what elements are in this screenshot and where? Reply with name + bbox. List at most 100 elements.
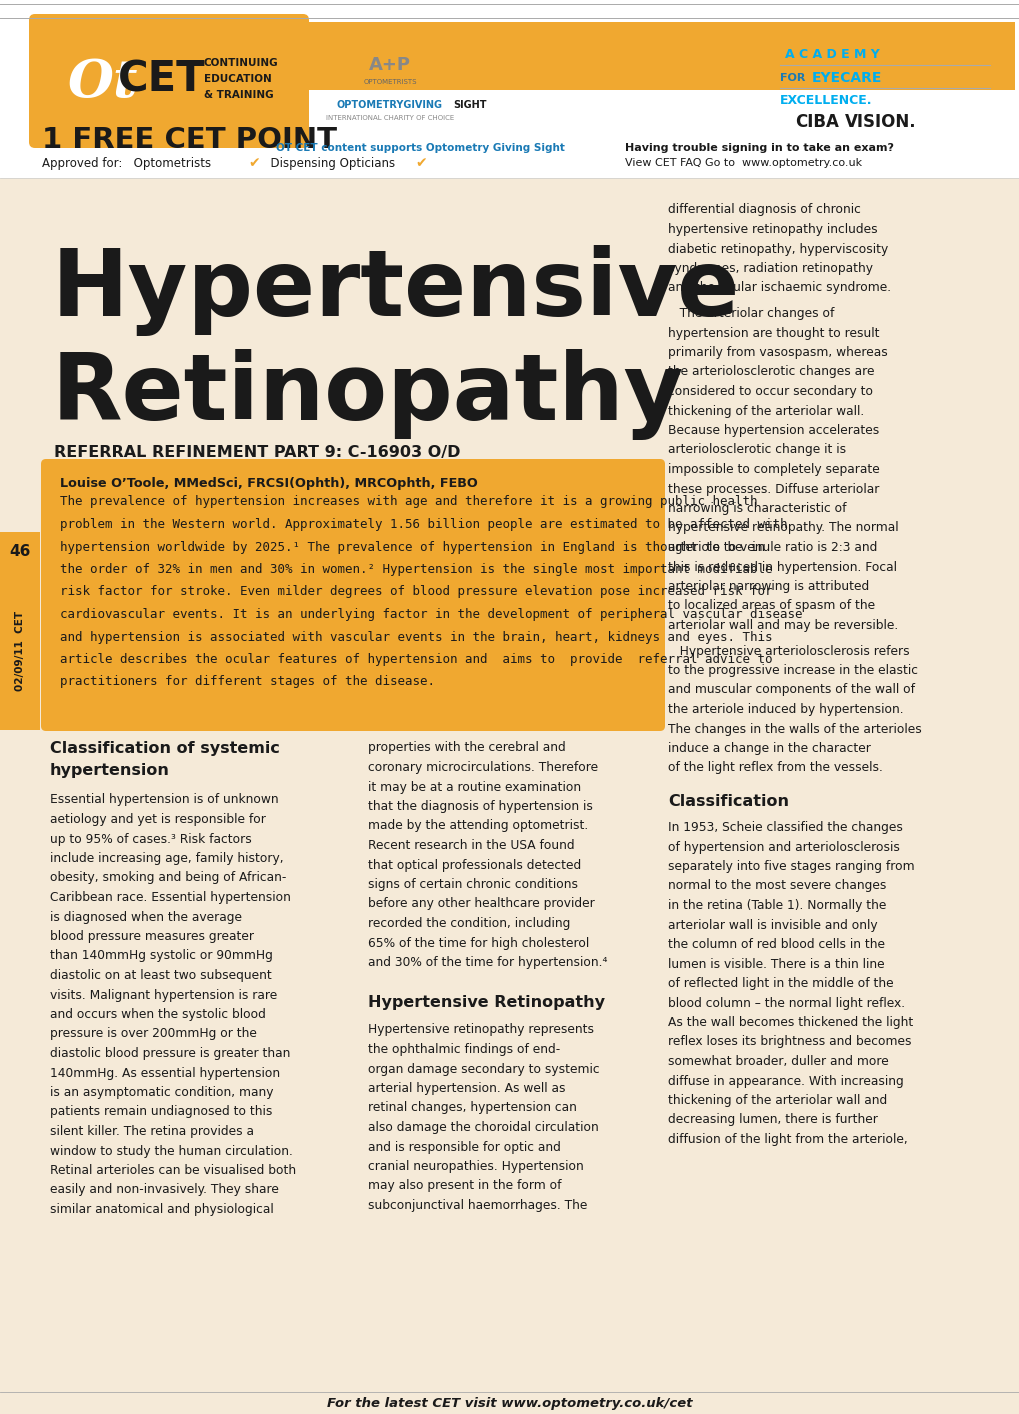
Text: Hypertensive: Hypertensive [52, 245, 740, 335]
Text: visits. Malignant hypertension is rare: visits. Malignant hypertension is rare [50, 988, 277, 1001]
Text: blood pressure measures greater: blood pressure measures greater [50, 930, 254, 943]
Text: before any other healthcare provider: before any other healthcare provider [368, 898, 594, 911]
Text: and muscular components of the wall of: and muscular components of the wall of [667, 683, 914, 697]
Text: A C A D E M Y: A C A D E M Y [785, 48, 878, 61]
Text: coronary microcirculations. Therefore: coronary microcirculations. Therefore [368, 761, 597, 773]
Text: obesity, smoking and being of African-: obesity, smoking and being of African- [50, 871, 286, 885]
Text: Having trouble signing in to take an exam?: Having trouble signing in to take an exa… [625, 143, 893, 153]
Text: subconjunctival haemorrhages. The: subconjunctival haemorrhages. The [368, 1199, 587, 1212]
Text: and hypertension is associated with vascular events in the brain, heart, kidneys: and hypertension is associated with vasc… [60, 631, 771, 643]
Text: this is reduced in hypertension. Focal: this is reduced in hypertension. Focal [667, 560, 896, 574]
Text: arteriolosclerotic change it is: arteriolosclerotic change it is [667, 444, 846, 457]
Text: of the light reflex from the vessels.: of the light reflex from the vessels. [667, 762, 882, 775]
Text: arteriole to venule ratio is 2:3 and: arteriole to venule ratio is 2:3 and [667, 542, 876, 554]
Text: EXCELLENCE.: EXCELLENCE. [780, 93, 871, 106]
Text: Classification of systemic: Classification of systemic [50, 741, 279, 755]
Text: similar anatomical and physiological: similar anatomical and physiological [50, 1203, 273, 1216]
Text: OPTOMETRISTS: OPTOMETRISTS [363, 79, 417, 85]
Text: CONTINUING: CONTINUING [204, 58, 278, 68]
Text: OT CET content supports Optometry Giving Sight: OT CET content supports Optometry Giving… [275, 143, 564, 153]
Text: diffuse in appearance. With increasing: diffuse in appearance. With increasing [667, 1075, 903, 1087]
Text: VISION.: VISION. [844, 113, 916, 132]
Text: EDUCATION: EDUCATION [204, 74, 271, 83]
Text: that optical professionals detected: that optical professionals detected [368, 858, 581, 871]
FancyBboxPatch shape [41, 460, 664, 731]
Text: and occurs when the systolic blood: and occurs when the systolic blood [50, 1008, 266, 1021]
Text: the arteriolosclerotic changes are: the arteriolosclerotic changes are [667, 365, 873, 379]
Text: the order of 32% in men and 30% in women.² Hypertension is the single most impor: the order of 32% in men and 30% in women… [60, 563, 771, 575]
Text: risk factor for stroke. Even milder degrees of blood pressure elevation pose inc: risk factor for stroke. Even milder degr… [60, 585, 771, 598]
Text: EYECARE: EYECARE [811, 71, 881, 85]
Text: FOR: FOR [780, 74, 808, 83]
Text: cranial neuropathies. Hypertension: cranial neuropathies. Hypertension [368, 1159, 583, 1174]
Text: Approved for:   Optometrists: Approved for: Optometrists [42, 157, 218, 171]
Text: CET: CET [118, 59, 206, 100]
Text: Retinopathy: Retinopathy [52, 349, 684, 441]
Text: impossible to completely separate: impossible to completely separate [667, 462, 878, 477]
Text: View CET FAQ Go to  www.optometry.co.uk: View CET FAQ Go to www.optometry.co.uk [625, 158, 861, 168]
Text: narrowing is characteristic of: narrowing is characteristic of [667, 502, 846, 515]
Text: The changes in the walls of the arterioles: The changes in the walls of the arteriol… [667, 723, 921, 735]
Text: Hypertensive retinopathy represents: Hypertensive retinopathy represents [368, 1024, 593, 1036]
Text: the column of red blood cells in the: the column of red blood cells in the [667, 937, 884, 952]
Text: CIBA: CIBA [794, 113, 838, 132]
Text: up to 95% of cases.³ Risk factors: up to 95% of cases.³ Risk factors [50, 833, 252, 846]
Text: separately into five stages ranging from: separately into five stages ranging from [667, 860, 914, 872]
Text: Classification: Classification [667, 795, 789, 809]
Text: article describes the ocular features of hypertension and  aims to  provide  ref: article describes the ocular features of… [60, 653, 771, 666]
Text: patients remain undiagnosed to this: patients remain undiagnosed to this [50, 1106, 272, 1118]
Text: cardiovascular events. It is an underlying factor in the development of peripher: cardiovascular events. It is an underlyi… [60, 608, 802, 621]
Text: ✔: ✔ [415, 156, 426, 170]
Text: of reflected light in the middle of the: of reflected light in the middle of the [667, 977, 893, 990]
Text: the arteriole induced by hypertension.: the arteriole induced by hypertension. [667, 703, 903, 715]
Text: window to study the human circulation.: window to study the human circulation. [50, 1144, 292, 1158]
Text: easily and non-invasively. They share: easily and non-invasively. They share [50, 1184, 278, 1196]
Text: problem in the Western world. Approximately 1.56 billion people are estimated to: problem in the Western world. Approximat… [60, 518, 787, 532]
Text: and 30% of the time for hypertension.⁴: and 30% of the time for hypertension.⁴ [368, 956, 607, 969]
Text: Hypertensive Retinopathy: Hypertensive Retinopathy [368, 994, 604, 1010]
Text: retinal changes, hypertension can: retinal changes, hypertension can [368, 1102, 577, 1114]
Text: practitioners for different stages of the disease.: practitioners for different stages of th… [60, 676, 434, 689]
Text: diffusion of the light from the arteriole,: diffusion of the light from the arteriol… [667, 1133, 907, 1145]
FancyBboxPatch shape [29, 14, 309, 148]
Text: Caribbean race. Essential hypertension: Caribbean race. Essential hypertension [50, 891, 290, 904]
Text: REFERRAL REFINEMENT PART 9: C-16903 O/D: REFERRAL REFINEMENT PART 9: C-16903 O/D [54, 444, 460, 460]
Text: arteriolar wall and may be reversible.: arteriolar wall and may be reversible. [667, 619, 898, 632]
Text: hypertension are thought to result: hypertension are thought to result [667, 327, 878, 339]
Bar [35, 23, 1014, 90]
Text: hypertensive retinopathy. The normal: hypertensive retinopathy. The normal [667, 522, 898, 534]
Text: For the latest CET visit www.optometry.co.uk/cet: For the latest CET visit www.optometry.c… [327, 1397, 692, 1410]
Text: A+P: A+P [369, 57, 411, 74]
Text: Retinal arterioles can be visualised both: Retinal arterioles can be visualised bot… [50, 1164, 296, 1176]
Text: silent killer. The retina provides a: silent killer. The retina provides a [50, 1126, 254, 1138]
Bar [0, 573, 40, 730]
Text: reflex loses its brightness and becomes: reflex loses its brightness and becomes [667, 1035, 911, 1049]
Text: INTERNATIONAL CHARITY OF CHOICE: INTERNATIONAL CHARITY OF CHOICE [325, 115, 453, 122]
Text: & TRAINING: & TRAINING [204, 90, 273, 100]
Text: diastolic blood pressure is greater than: diastolic blood pressure is greater than [50, 1046, 290, 1060]
Text: hypertensive retinopathy includes: hypertensive retinopathy includes [667, 223, 876, 236]
Text: properties with the cerebral and: properties with the cerebral and [368, 741, 566, 755]
Text: In 1953, Scheie classified the changes: In 1953, Scheie classified the changes [667, 822, 902, 834]
Text: aetiology and yet is responsible for: aetiology and yet is responsible for [50, 813, 266, 826]
Text: differential diagnosis of chronic: differential diagnosis of chronic [667, 204, 860, 216]
Text: than 140mmHg systolic or 90mmHg: than 140mmHg systolic or 90mmHg [50, 949, 273, 963]
Text: Recent research in the USA found: Recent research in the USA found [368, 839, 574, 853]
Text: is an asymptomatic condition, many: is an asymptomatic condition, many [50, 1086, 273, 1099]
Text: primarily from vasospasm, whereas: primarily from vasospasm, whereas [667, 346, 887, 359]
Text: diastolic on at least two subsequent: diastolic on at least two subsequent [50, 969, 271, 981]
Text: is diagnosed when the average: is diagnosed when the average [50, 911, 242, 923]
Text: include increasing age, family history,: include increasing age, family history, [50, 853, 283, 865]
Text: hypertension worldwide by 2025.¹ The prevalence of hypertension in England is th: hypertension worldwide by 2025.¹ The pre… [60, 540, 764, 553]
Text: also damage the choroidal circulation: also damage the choroidal circulation [368, 1121, 598, 1134]
Text: arteriolar wall is invisible and only: arteriolar wall is invisible and only [667, 919, 876, 932]
Text: to the progressive increase in the elastic: to the progressive increase in the elast… [667, 665, 917, 677]
Text: Essential hypertension is of unknown: Essential hypertension is of unknown [50, 793, 278, 806]
Text: these processes. Diffuse arteriolar: these processes. Diffuse arteriolar [667, 482, 878, 495]
Text: syndromes, radiation retinopathy: syndromes, radiation retinopathy [667, 262, 872, 274]
Text: 65% of the time for high cholesterol: 65% of the time for high cholesterol [368, 936, 589, 949]
Text: arteriolar narrowing is attributed: arteriolar narrowing is attributed [667, 580, 868, 592]
Text: Because hypertension accelerates: Because hypertension accelerates [667, 424, 878, 437]
Text: arterial hypertension. As well as: arterial hypertension. As well as [368, 1082, 565, 1094]
Text: SIGHT: SIGHT [452, 100, 486, 110]
